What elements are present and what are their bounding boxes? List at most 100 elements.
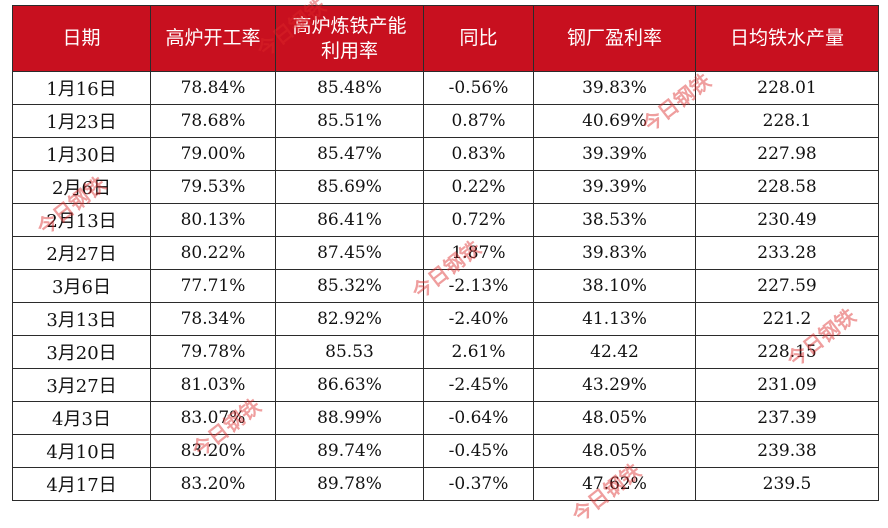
cell-yoy: 0.83%: [423, 137, 534, 171]
cell-capacity-utilization: 85.47%: [275, 137, 424, 171]
table-row: 3月20日 79.78% 85.53 2.61% 42.42 228.15: [12, 335, 879, 369]
cell-operating-rate: 83.20%: [150, 467, 276, 501]
table-row: 4月10日 83.20% 89.74% -0.45% 48.05% 239.38: [12, 434, 879, 468]
cell-profitability: 39.39%: [533, 170, 696, 204]
cell-yoy: 1.87%: [423, 236, 534, 270]
cell-operating-rate: 78.34%: [150, 302, 276, 336]
cell-operating-rate: 78.84%: [150, 71, 276, 105]
cell-hot-metal-output: 233.28: [695, 236, 879, 270]
table-row: 3月27日 81.03% 86.63% -2.45% 43.29% 231.09: [12, 368, 879, 402]
header-blast-furnace-operating-rate: 高炉开工率: [150, 5, 276, 72]
steel-data-table: 日期 高炉开工率 高炉炼铁产能利用率 同比 钢厂盈利率 日均铁水产量 1月16日…: [12, 5, 879, 501]
cell-date: 1月16日: [12, 71, 151, 105]
table-row: 3月13日 78.34% 82.92% -2.40% 41.13% 221.2: [12, 302, 879, 336]
table-row: 1月30日 79.00% 85.47% 0.83% 39.39% 227.98: [12, 137, 879, 171]
cell-capacity-utilization: 88.99%: [275, 401, 424, 435]
cell-date: 2月27日: [12, 236, 151, 270]
cell-yoy: -2.45%: [423, 368, 534, 402]
cell-date: 3月20日: [12, 335, 151, 369]
cell-date: 1月23日: [12, 104, 151, 138]
cell-capacity-utilization: 85.51%: [275, 104, 424, 138]
table-row: 1月23日 78.68% 85.51% 0.87% 40.69% 228.1: [12, 104, 879, 138]
cell-profitability: 48.05%: [533, 401, 696, 435]
cell-profitability: 38.53%: [533, 203, 696, 237]
cell-date: 4月10日: [12, 434, 151, 468]
cell-yoy: -2.40%: [423, 302, 534, 336]
cell-date: 4月3日: [12, 401, 151, 435]
cell-capacity-utilization: 85.69%: [275, 170, 424, 204]
cell-yoy: -0.37%: [423, 467, 534, 501]
cell-yoy: 0.87%: [423, 104, 534, 138]
cell-profitability: 40.69%: [533, 104, 696, 138]
cell-yoy: 2.61%: [423, 335, 534, 369]
cell-capacity-utilization: 85.53: [275, 335, 424, 369]
table-row: 3月6日 77.71% 85.32% -2.13% 38.10% 227.59: [12, 269, 879, 303]
cell-capacity-utilization: 82.92%: [275, 302, 424, 336]
cell-hot-metal-output: 239.5: [695, 467, 879, 501]
cell-operating-rate: 79.53%: [150, 170, 276, 204]
cell-profitability: 48.05%: [533, 434, 696, 468]
table-row: 2月6日 79.53% 85.69% 0.22% 39.39% 228.58: [12, 170, 879, 204]
header-steel-mill-profitability: 钢厂盈利率: [533, 5, 696, 72]
cell-date: 3月27日: [12, 368, 151, 402]
cell-date: 2月13日: [12, 203, 151, 237]
cell-operating-rate: 79.00%: [150, 137, 276, 171]
cell-date: 2月6日: [12, 170, 151, 204]
cell-date: 3月6日: [12, 269, 151, 303]
cell-date: 1月30日: [12, 137, 151, 171]
data-table-wrapper: 日期 高炉开工率 高炉炼铁产能利用率 同比 钢厂盈利率 日均铁水产量 1月16日…: [12, 5, 879, 501]
table-row: 2月13日 80.13% 86.41% 0.72% 38.53% 230.49: [12, 203, 879, 237]
cell-profitability: 47.62%: [533, 467, 696, 501]
table-row: 2月27日 80.22% 87.45% 1.87% 39.83% 233.28: [12, 236, 879, 270]
cell-hot-metal-output: 228.01: [695, 71, 879, 105]
header-row: 日期 高炉开工率 高炉炼铁产能利用率 同比 钢厂盈利率 日均铁水产量: [12, 5, 879, 72]
cell-capacity-utilization: 87.45%: [275, 236, 424, 270]
cell-profitability: 43.29%: [533, 368, 696, 402]
cell-operating-rate: 79.78%: [150, 335, 276, 369]
table-row: 1月16日 78.84% 85.48% -0.56% 39.83% 228.01: [12, 71, 879, 105]
cell-operating-rate: 80.22%: [150, 236, 276, 270]
table-body: 1月16日 78.84% 85.48% -0.56% 39.83% 228.01 1月23日…: [12, 71, 879, 501]
cell-profitability: 39.83%: [533, 236, 696, 270]
cell-capacity-utilization: 85.32%: [275, 269, 424, 303]
cell-profitability: 39.83%: [533, 71, 696, 105]
cell-date: 4月17日: [12, 467, 151, 501]
cell-date: 3月13日: [12, 302, 151, 336]
cell-hot-metal-output: 239.38: [695, 434, 879, 468]
cell-yoy: 0.72%: [423, 203, 534, 237]
cell-hot-metal-output: 227.98: [695, 137, 879, 171]
cell-hot-metal-output: 228.58: [695, 170, 879, 204]
cell-yoy: -0.45%: [423, 434, 534, 468]
cell-operating-rate: 81.03%: [150, 368, 276, 402]
cell-capacity-utilization: 89.78%: [275, 467, 424, 501]
cell-hot-metal-output: 231.09: [695, 368, 879, 402]
cell-profitability: 42.42: [533, 335, 696, 369]
cell-operating-rate: 83.07%: [150, 401, 276, 435]
cell-operating-rate: 83.20%: [150, 434, 276, 468]
table-row: 4月3日 83.07% 88.99% -0.64% 48.05% 237.39: [12, 401, 879, 435]
cell-profitability: 41.13%: [533, 302, 696, 336]
table-row: 4月17日 83.20% 89.78% -0.37% 47.62% 239.5: [12, 467, 879, 501]
cell-operating-rate: 80.13%: [150, 203, 276, 237]
cell-operating-rate: 78.68%: [150, 104, 276, 138]
cell-hot-metal-output: 237.39: [695, 401, 879, 435]
header-daily-hot-metal-output: 日均铁水产量: [695, 5, 879, 72]
cell-hot-metal-output: 230.49: [695, 203, 879, 237]
cell-yoy: -2.13%: [423, 269, 534, 303]
header-blast-furnace-capacity-utilization: 高炉炼铁产能利用率: [275, 5, 424, 72]
cell-yoy: 0.22%: [423, 170, 534, 204]
cell-hot-metal-output: 228.1: [695, 104, 879, 138]
header-yoy: 同比: [423, 5, 534, 72]
cell-yoy: -0.56%: [423, 71, 534, 105]
cell-capacity-utilization: 86.63%: [275, 368, 424, 402]
cell-hot-metal-output: 227.59: [695, 269, 879, 303]
cell-profitability: 38.10%: [533, 269, 696, 303]
cell-hot-metal-output: 228.15: [695, 335, 879, 369]
cell-capacity-utilization: 86.41%: [275, 203, 424, 237]
cell-yoy: -0.64%: [423, 401, 534, 435]
header-date: 日期: [12, 5, 151, 72]
cell-operating-rate: 77.71%: [150, 269, 276, 303]
cell-hot-metal-output: 221.2: [695, 302, 879, 336]
cell-profitability: 39.39%: [533, 137, 696, 171]
cell-capacity-utilization: 89.74%: [275, 434, 424, 468]
